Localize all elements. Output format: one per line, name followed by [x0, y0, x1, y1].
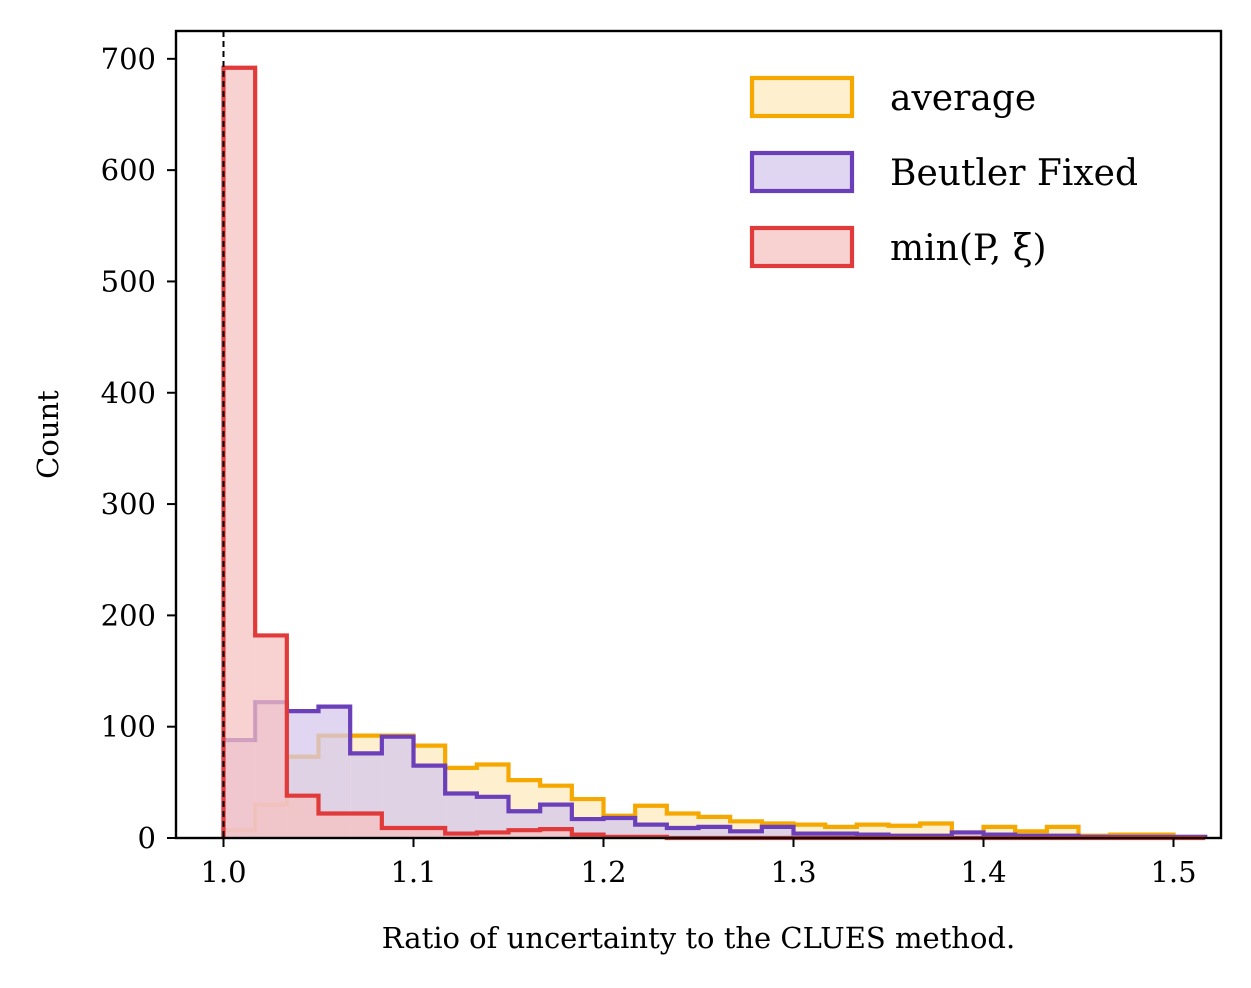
x-tick-label: 1.1: [390, 855, 436, 889]
bar-0-26: [1046, 826, 1079, 838]
bar-1-19: [825, 833, 857, 838]
bar-1-12: [603, 817, 636, 838]
bar-1-13: [635, 824, 667, 838]
bar-2-4: [350, 813, 382, 838]
y-tick-label: 600: [101, 153, 156, 187]
bar-2-8: [476, 832, 509, 838]
bar-2-2: [286, 795, 319, 838]
legend-label: Beutler Fixed: [890, 153, 1138, 194]
x-tick-label: 1.2: [580, 855, 626, 889]
bar-1-5: [381, 736, 414, 838]
bar-2-5: [381, 827, 414, 838]
bar-1-7: [445, 793, 477, 838]
bar-0-24: [983, 826, 1016, 838]
plot-frame: [174, 29, 1223, 840]
bar-2-6: [413, 827, 446, 838]
legend-swatch: [749, 150, 855, 194]
legend-label: average: [890, 78, 1036, 119]
bar-2-7: [445, 833, 477, 838]
y-tick-label: 700: [101, 42, 156, 76]
bar-2-3: [318, 813, 351, 838]
y-tick-label: 300: [101, 487, 156, 521]
x-tick-label: 1.3: [770, 855, 816, 889]
bar-2-10: [540, 829, 572, 838]
legend-swatch: [749, 75, 855, 119]
y-tick-label: 500: [101, 264, 156, 298]
bar-1-16: [730, 831, 762, 838]
x-axis-ticks: 1.0 1.1 1.2 1.3 1.4 1.5: [200, 838, 1197, 889]
legend-swatch: [749, 225, 855, 269]
y-axis-label: Count: [31, 390, 65, 479]
bar-1-14: [666, 827, 699, 838]
bar-2-1: [255, 635, 287, 838]
legend-label: min(P, ξ): [890, 228, 1047, 269]
y-axis-ticks: 0 100 200 300 400 500 600 700: [101, 42, 176, 855]
x-axis-label: Ratio of uncertainty to the CLUES method…: [382, 921, 1015, 955]
bar-2-0: [223, 67, 256, 838]
bar-1-23: [951, 832, 984, 838]
y-tick-label: 100: [101, 710, 156, 744]
y-tick-label: 0: [138, 821, 156, 855]
x-tick-label: 1.5: [1150, 855, 1196, 889]
y-tick-label: 400: [101, 376, 156, 410]
bar-2-9: [508, 830, 541, 838]
outline-1: [221, 700, 1208, 839]
legend: average Beutler Fixed min(P, ξ): [749, 75, 1138, 269]
bar-1-17: [761, 826, 794, 838]
x-tick-label: 1.0: [200, 855, 246, 889]
x-tick-label: 1.4: [960, 855, 1006, 889]
bar-1-18: [793, 833, 826, 838]
bar-1-15: [698, 826, 731, 838]
y-tick-label: 200: [101, 598, 156, 632]
